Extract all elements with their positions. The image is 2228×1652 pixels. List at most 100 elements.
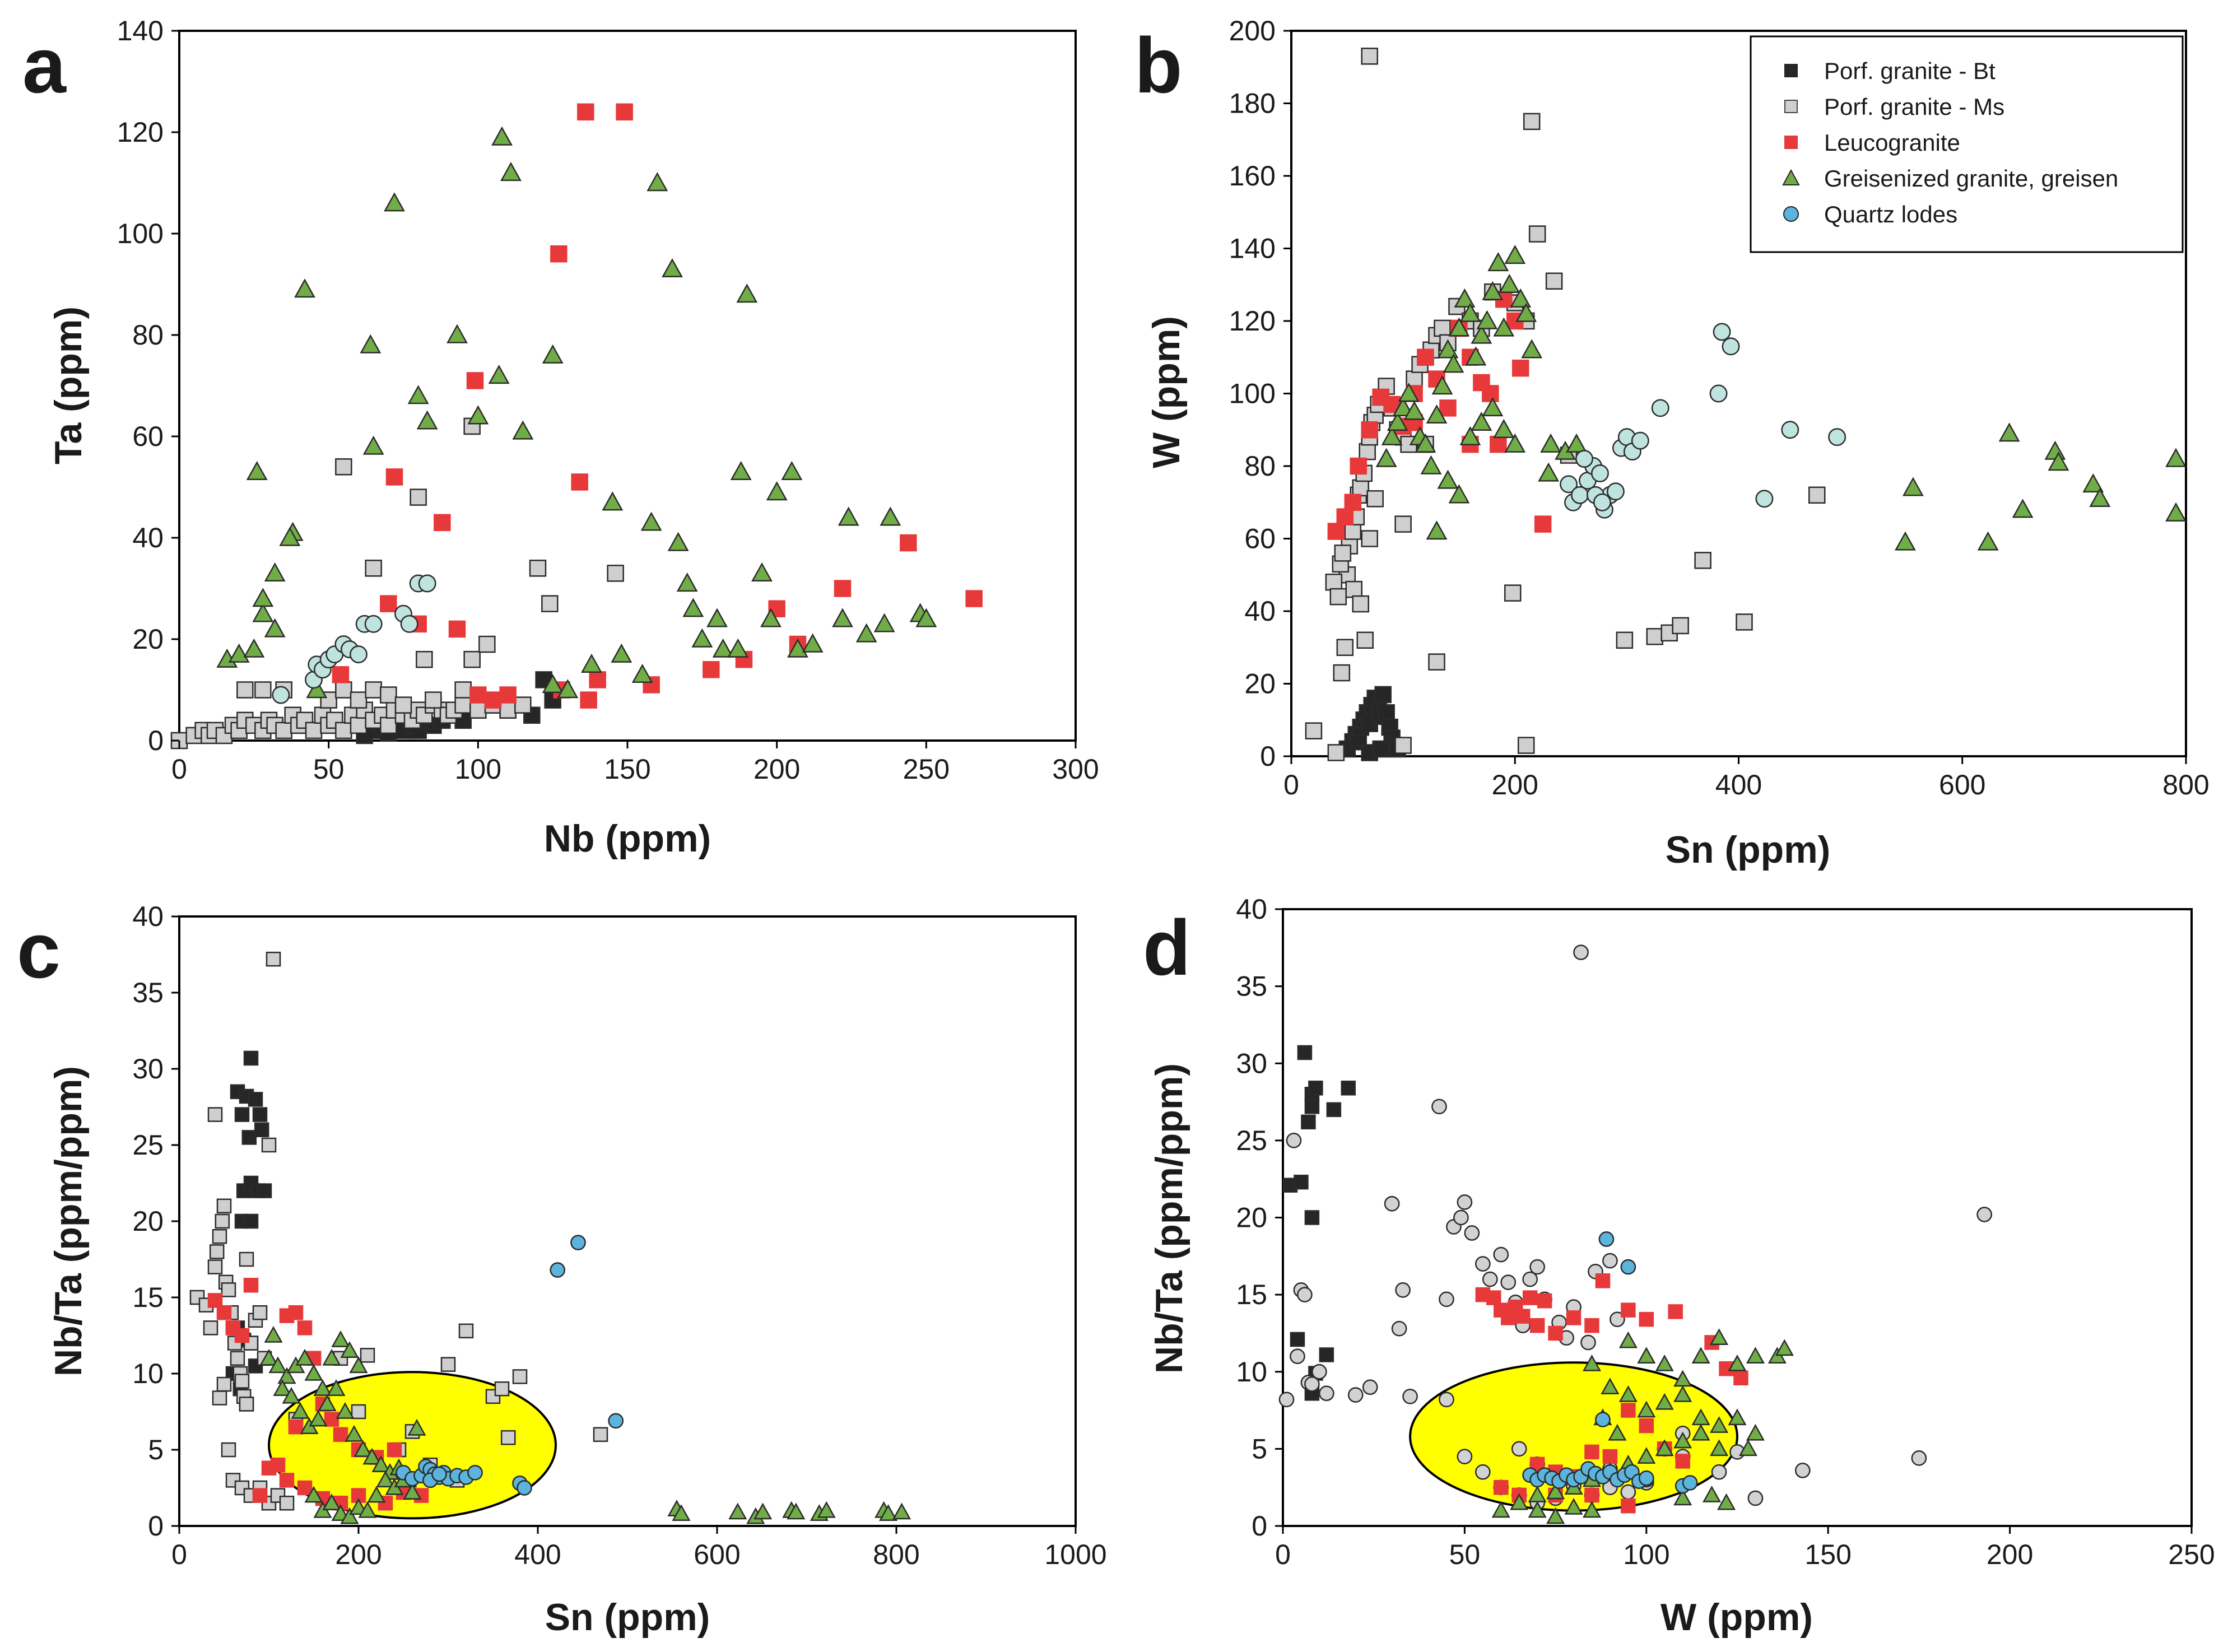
panel-d-point-porf-granite-ms-38 [1439, 1392, 1454, 1408]
panel-a-point-greisenized-granite-greisen-41 [730, 460, 752, 481]
panel-c-point-porf-granite-bt-4 [248, 1092, 263, 1107]
panel-b-point-porf-granite-ms-40 [1329, 588, 1347, 606]
panel-c-y-tick-25: 25 [132, 1129, 164, 1161]
legend-item-bt: Porf. granite - Bt [1784, 58, 1996, 84]
panel-d-point-leucogranite-7 [1529, 1318, 1545, 1333]
panel-c-point-porf-granite-ms-43 [512, 1369, 528, 1384]
panel-c-point-greisenized-granite-greisen-0 [259, 1348, 278, 1366]
panel-b-point-greisenized-granite-greisen-9 [1426, 404, 1448, 424]
panel-c-point-greisenized-granite-greisen-51 [892, 1502, 911, 1520]
panel-d-point-porf-granite-bt-5 [1326, 1102, 1342, 1118]
panel-c-point-greisenized-granite-greisen-23 [371, 1455, 390, 1472]
panel-c-point-porf-granite-ms-40 [458, 1323, 474, 1339]
panel-a-point-greisenized-granite-greisen-35 [682, 598, 704, 617]
panel-d-x-tick-0: 0 [1275, 1539, 1291, 1570]
panel-b-point-greisenized-granite-greisen-21 [1493, 317, 1515, 337]
panel-c-point-porf-granite-ms-5 [212, 1228, 227, 1244]
panel-c-point-greisenized-granite-greisen-6 [313, 1379, 332, 1396]
panel-c-point-porf-granite-ms-38 [360, 1348, 375, 1363]
panel-c-point-porf-granite-ms-6 [215, 1213, 230, 1229]
panel-b-y-tick-80: 80 [1244, 450, 1276, 482]
panel-a-point-greisenized-granite-greisen-32 [662, 258, 683, 278]
panel-a-point-greisenized-granite-greisen-43 [760, 608, 782, 627]
panel-b-point-quartz-lodes-5 [1591, 464, 1609, 482]
panel-c-point-porf-granite-ms-13 [230, 1351, 245, 1366]
panel-a-point-leucogranite-24 [965, 590, 983, 607]
panel-c-point-greisenized-granite-greisen-14 [291, 1402, 310, 1419]
panel-c-label: c [17, 906, 61, 994]
panel-b-point-leucogranite-2 [1344, 494, 1362, 511]
panel-b-point-greisenized-granite-greisen-30 [1471, 411, 1492, 431]
panel-b-point-porf-granite-ms-43 [1345, 580, 1363, 598]
panel-c-point-leucogranite-24 [252, 1488, 268, 1503]
legend-marker-leuco [1784, 136, 1798, 149]
panel-b-point-greisenized-granite-greisen-22 [1499, 273, 1520, 293]
panel-b-point-greisenized-granite-greisen-2 [1387, 411, 1408, 431]
panel-d-point-greisenized-granite-greisen-22 [1728, 1355, 1747, 1371]
panel-c-point-greisenized-granite-greisen-10 [349, 1356, 368, 1374]
panel-a-point-leucogranite-23 [900, 534, 917, 552]
panel-a-point-greisenized-granite-greisen-14 [384, 192, 405, 212]
panel-c-point-quartz-lodes-11 [467, 1464, 483, 1481]
panel-c-point-leucogranite-6 [288, 1305, 304, 1320]
panel-d-point-greisenized-granite-greisen-27 [1637, 1400, 1656, 1418]
panel-d-point-porf-granite-bt-4 [1301, 1114, 1316, 1130]
panel-d-point-leucogranite-1 [1486, 1290, 1501, 1305]
panel-d-point-porf-granite-ms-22 [1482, 1271, 1498, 1287]
panel-c-point-porf-granite-bt-11 [257, 1183, 272, 1198]
panel-d-point-quartz-lodes-16 [1638, 1470, 1654, 1486]
panel-a-x-tick-150: 150 [604, 753, 650, 785]
panel-c-point-porf-granite-ms-0 [189, 1290, 205, 1305]
panel-a-point-greisenized-granite-greisen-22 [512, 420, 534, 440]
panel-a-point-leucogranite-6 [466, 372, 484, 389]
panel-c-x-tick-600: 600 [694, 1539, 740, 1570]
panel-d-point-porf-granite-ms-18 [1453, 1209, 1469, 1226]
panel-a-point-leucogranite-0 [332, 666, 350, 683]
panel-d-point-porf-granite-ms-28 [1529, 1259, 1546, 1275]
panel-a-point-leucogranite-14 [580, 691, 597, 709]
panel-d-point-leucogranite-31 [1584, 1487, 1599, 1503]
legend-item-leuco: Leucogranite [1784, 129, 1960, 156]
panel-d-point-greisenized-granite-greisen-0 [1491, 1501, 1510, 1518]
panel-d-point-porf-granite-ms-35 [1602, 1253, 1618, 1269]
panel-a-y-tick-140: 140 [117, 15, 164, 46]
panel-a-point-greisenized-granite-greisen-49 [838, 506, 859, 526]
panel-b-y-tick-60: 60 [1244, 523, 1276, 555]
panel-d-y-axis-label: Nb/Ta (ppm/ppm) [1148, 1063, 1190, 1374]
panel-b-x-tick-600: 600 [1939, 769, 1985, 801]
panel-b-point-porf-granite-ms-53 [1361, 48, 1378, 65]
panel-a-point-greisenized-granite-greisen-30 [640, 511, 662, 531]
panel-b-point-porf-granite-ms-11 [1359, 443, 1376, 460]
panel-a-point-greisenized-granite-greisen-9 [279, 527, 301, 546]
panel-b-point-porf-granite-ms-37 [1545, 272, 1563, 290]
panel-d-point-leucogranite-13 [1621, 1302, 1636, 1318]
panel-d-point-greisenized-granite-greisen-14 [1582, 1355, 1602, 1371]
panel-a-point-porf-granite-ms-43 [254, 681, 272, 699]
panel-a-point-greisenized-granite-greisen-7 [264, 618, 286, 637]
panel-a-point-porf-granite-ms-13 [275, 722, 292, 739]
panel-a-point-greisenized-granite-greisen-37 [706, 608, 728, 627]
panel-b-point-greisenized-granite-greisen-31 [1482, 397, 1504, 417]
panel-c-point-greisenized-granite-greisen-20 [345, 1425, 364, 1442]
panel-d-point-leucogranite-23 [1602, 1449, 1618, 1464]
panel-b-point-porf-granite-ms-39 [1325, 573, 1343, 591]
panel-b-y-tick-40: 40 [1244, 595, 1276, 627]
panel-a-point-leucogranite-1 [380, 595, 397, 612]
panel-c-point-porf-granite-ms-4 [209, 1244, 225, 1259]
panel-d-point-porf-granite-bt-0 [1297, 1045, 1313, 1060]
panel-c-point-porf-granite-ms-2 [203, 1320, 218, 1335]
panel-b-x-tick-400: 400 [1715, 769, 1762, 801]
panel-b-point-greisenized-granite-greisen-10 [1431, 375, 1453, 395]
panel-d-point-greisenized-granite-greisen-39 [1738, 1439, 1757, 1456]
panel-a-point-porf-granite-ms-50 [394, 696, 412, 714]
panel-b-point-porf-granite-ms-36 [1528, 225, 1546, 243]
panel-b-point-greisenized-granite-greisen-46 [2082, 473, 2104, 493]
panel-a-point-leucogranite-2 [385, 468, 403, 486]
panel-b-y-tick-200: 200 [1229, 15, 1276, 46]
panel-d-point-porf-granite-ms-53 [1747, 1490, 1764, 1506]
panel-c-y-tick-35: 35 [132, 977, 164, 1008]
panel-c-point-greisenized-granite-greisen-30 [322, 1493, 341, 1510]
panel-d-x-tick-200: 200 [1987, 1539, 2033, 1570]
panel-a-point-greisenized-granite-greisen-38 [712, 638, 734, 658]
panel-c-point-porf-granite-bt-7 [241, 1130, 257, 1145]
